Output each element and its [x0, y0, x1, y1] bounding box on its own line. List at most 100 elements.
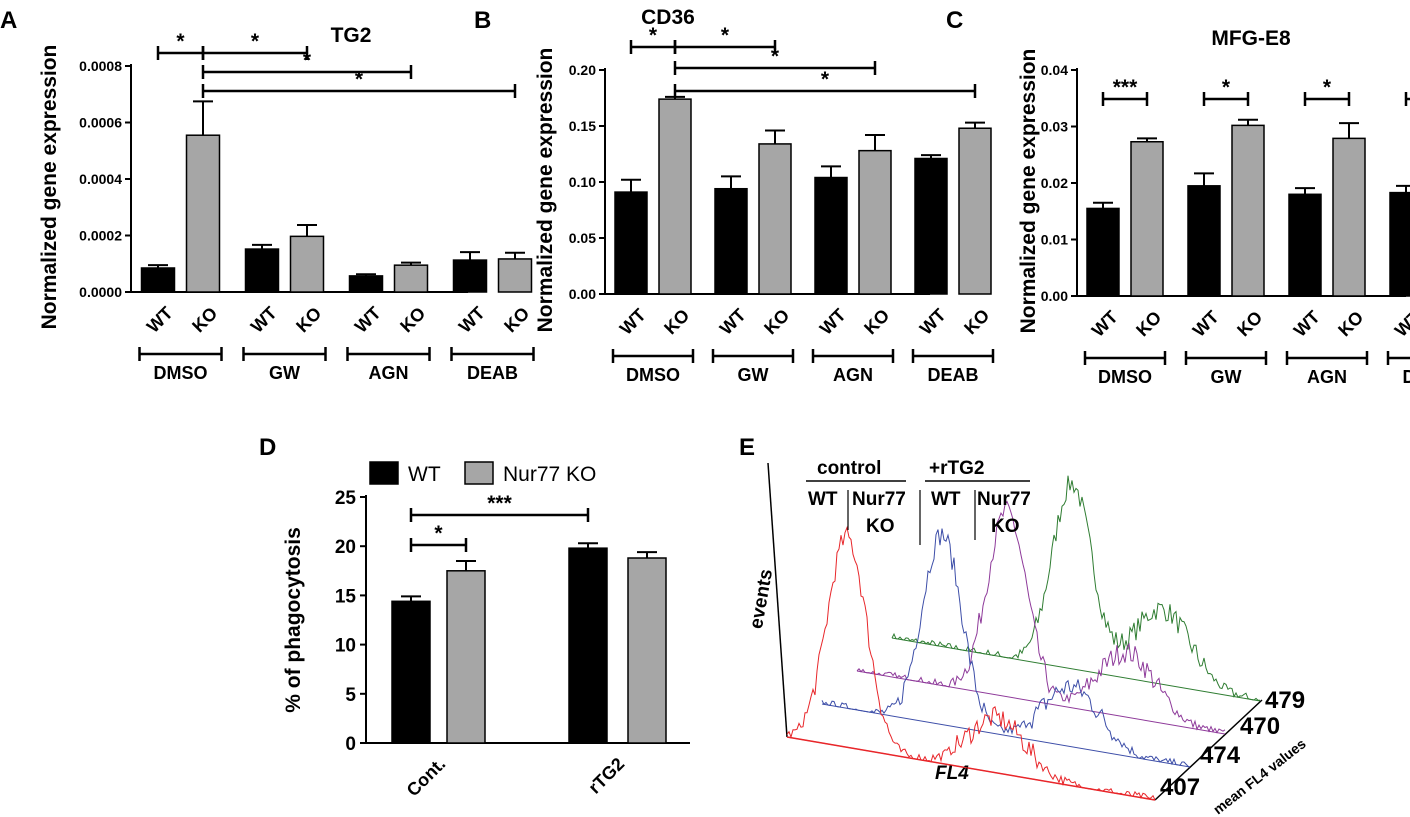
- error-bar: [1238, 120, 1258, 126]
- bar-ko: [759, 144, 791, 294]
- group-label: DMSO: [1098, 367, 1152, 387]
- significance-bracket: *: [675, 45, 875, 75]
- x-category-label: KO: [396, 303, 429, 336]
- x-category-label: KO: [860, 305, 893, 338]
- bar-wt: [1390, 193, 1410, 296]
- y-axis-label-d: % of phagocytosis: [282, 527, 305, 713]
- panel-c: C MFG-E8 Normalized gene expression 0.00 0.0…: [946, 7, 1410, 387]
- bar-ko: [291, 236, 324, 292]
- histogram-trace: [857, 502, 1225, 735]
- group-bracket: DMSO: [140, 347, 222, 383]
- bar-ko: [499, 259, 532, 292]
- x-category-label: KO: [292, 303, 325, 336]
- events-axis-label: events: [746, 568, 777, 631]
- x-category-label: KO: [188, 303, 221, 336]
- bar-wt: [1188, 186, 1220, 296]
- group-label: AGN: [833, 365, 873, 385]
- y-tick-label: 0.0006: [79, 115, 122, 131]
- legend-swatch-wt: [370, 462, 398, 484]
- y-tick-label: 0.0000: [79, 284, 122, 300]
- significance-bracket: ***: [1103, 76, 1147, 106]
- histogram-line: [857, 502, 1225, 733]
- significance-bracket-mark: ***: [1113, 76, 1138, 99]
- panel-letter-b: B: [474, 7, 491, 34]
- header-label: KO: [866, 516, 895, 537]
- x-category-label: WT: [1088, 307, 1122, 341]
- error-bar: [193, 101, 213, 135]
- significance-bracket-mark: *: [649, 24, 658, 47]
- significance-bracket: *: [1204, 76, 1248, 106]
- y-axis-label-c: Normalized gene expression: [1017, 49, 1040, 334]
- chart-title-c: MFG-E8: [1211, 27, 1291, 50]
- significance-bracket: *: [411, 522, 466, 552]
- group-label: DEAB: [927, 365, 978, 385]
- y-tick-label: 10: [335, 636, 356, 657]
- y-tick-label: 0.05: [569, 230, 596, 246]
- bar-wt: [615, 192, 647, 294]
- y-tick-label: 25: [335, 488, 357, 509]
- x-category-label: KO: [760, 305, 793, 338]
- bar-ko: [959, 128, 991, 294]
- trace-baseline: [892, 638, 1260, 701]
- bar-ko: [1333, 138, 1365, 296]
- header-group-control: control: [817, 458, 881, 479]
- bar-wt: [392, 601, 430, 743]
- group-bracket: AGN: [813, 349, 893, 385]
- group-bracket: AGN: [1287, 351, 1367, 387]
- significance-bracket-mark: *: [1222, 76, 1231, 99]
- significance-bracket: ***: [411, 492, 588, 522]
- panel-letter-c: C: [946, 7, 963, 34]
- panel-letter-e: E: [739, 434, 755, 461]
- header-label: Nur77: [977, 489, 1031, 510]
- trace-baseline: [787, 737, 1155, 800]
- header-label: WT: [808, 489, 838, 510]
- bar-wt: [1289, 194, 1321, 296]
- group-label: DEAB: [467, 363, 518, 383]
- error-bar: [965, 123, 985, 129]
- header-label: KO: [991, 516, 1020, 537]
- x-category-label: WT: [455, 303, 489, 337]
- group-label: DMSO: [626, 365, 680, 385]
- significance-bracket-mark: *: [721, 24, 730, 47]
- x-category-label: KO: [660, 305, 693, 338]
- y-axis-label-a: Normalized gene expression: [38, 45, 61, 330]
- y-tick-label: 0.03: [1041, 119, 1068, 135]
- bar-wt: [350, 276, 383, 292]
- x-category-label: KO: [1233, 307, 1266, 340]
- significance-bracket: *: [203, 30, 307, 60]
- group-bracket: DMSO: [613, 349, 693, 385]
- significance-bracket-mark: *: [303, 49, 312, 72]
- error-bar: [865, 135, 885, 151]
- panel-d: D % of phagocytosis 0 5 10 15 20 25 WT Nur77 KO Co…: [259, 434, 690, 800]
- mean-fl4-value: 474: [1200, 742, 1241, 769]
- y-tick-label: 0.0008: [79, 58, 122, 74]
- error-bar: [456, 561, 476, 571]
- x-category-label: WT: [816, 305, 850, 339]
- legend-d: WT Nur77 KO: [370, 462, 596, 486]
- x-category-label: WT: [1290, 307, 1324, 341]
- group-label: AGN: [369, 363, 409, 383]
- x-category-label: KO: [500, 303, 533, 336]
- header-group-rtg2: +rTG2: [929, 458, 984, 479]
- y-tick-label: 15: [335, 586, 357, 607]
- group-bracket: DMSO: [1085, 351, 1165, 387]
- group-label: DMSO: [154, 363, 208, 383]
- group-label: GW: [1211, 367, 1242, 387]
- y-tick-label: 0.00: [1041, 288, 1068, 304]
- significance-bracket-mark: *: [176, 30, 185, 53]
- x-category-label: KO: [1334, 307, 1367, 340]
- y-tick-label: 0.0004: [79, 171, 122, 187]
- significance-bracket-mark: *: [251, 30, 260, 53]
- bar-ko: [1131, 142, 1163, 296]
- x-category-label: WT: [1189, 307, 1223, 341]
- legend-label-ko: Nur77 KO: [503, 463, 596, 486]
- x-category-label: WT: [247, 303, 281, 337]
- significance-bracket: *: [675, 68, 975, 98]
- bar-ko: [395, 265, 428, 292]
- bar-ko: [447, 571, 485, 743]
- bar-wt: [454, 260, 487, 292]
- bar-wt: [1087, 208, 1119, 296]
- bar-wt: [715, 189, 747, 294]
- panel-b: B CD36Normalized gene expression 0.000.050…: [474, 6, 993, 385]
